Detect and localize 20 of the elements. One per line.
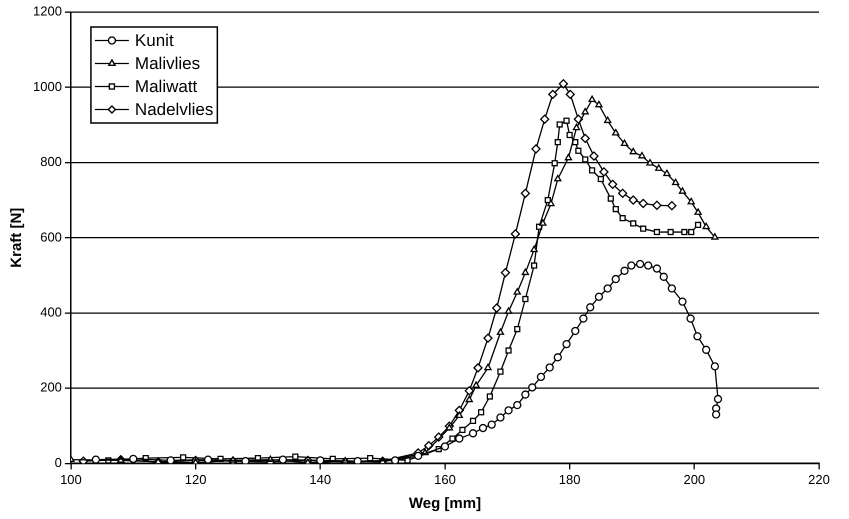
y-axis-title: Kraft [N] [8, 208, 26, 268]
y-tick-label: 600 [40, 229, 62, 244]
y-tick-label: 800 [40, 154, 62, 170]
legend-label: Kunit [134, 31, 174, 50]
legend-label: Maliwatt [134, 77, 198, 96]
x-tick-label: 100 [60, 472, 82, 487]
x-tick-label: 140 [309, 472, 332, 487]
y-tick-label: 1000 [33, 78, 62, 94]
legend-label: Nadelvlies [134, 100, 214, 120]
x-tick-label: 200 [683, 472, 706, 487]
x-tick-label: 220 [808, 472, 830, 487]
y-tick-label: 400 [40, 304, 62, 320]
x-tick-label: 120 [184, 472, 206, 487]
x-tick-label: 160 [434, 472, 456, 487]
x-tick-label: 180 [558, 472, 580, 487]
y-tick-label: 0 [54, 454, 62, 470]
y-tick-label: 200 [40, 380, 62, 395]
x-axis-title: Weg [mm] [408, 495, 482, 512]
legend-label: Malivlies [134, 54, 200, 74]
y-tick-label: 1200 [33, 4, 62, 19]
